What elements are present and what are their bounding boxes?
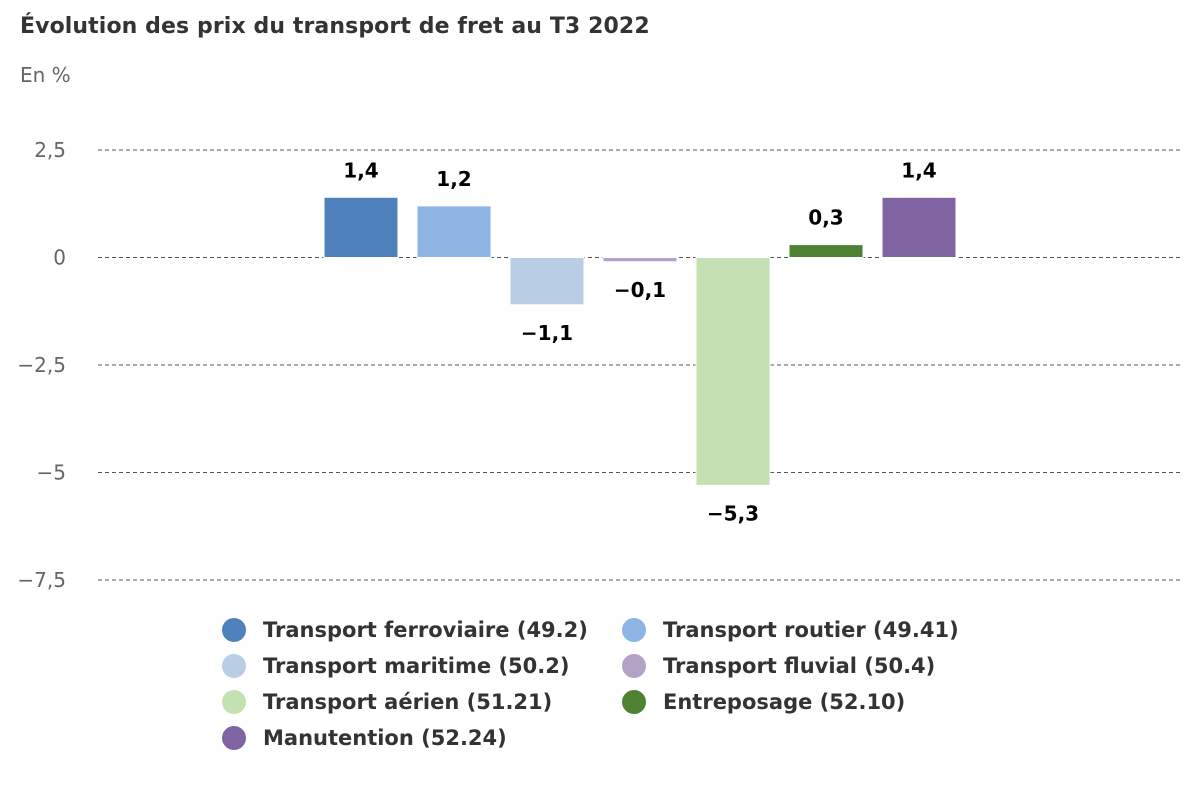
- bar[interactable]: [881, 196, 957, 259]
- legend-item[interactable]: Manutention (52.24): [222, 724, 622, 752]
- data-label: −1,1: [521, 321, 573, 345]
- legend-item[interactable]: Entreposage (52.10): [622, 688, 1022, 716]
- data-label: 1,4: [901, 158, 936, 182]
- y-tick-label: 2,5: [34, 138, 66, 162]
- bar[interactable]: [695, 257, 771, 486]
- legend-label: Entreposage (52.10): [663, 690, 906, 714]
- legend-label: Manutention (52.24): [263, 726, 507, 750]
- legend-label: Transport aérien (51.21): [263, 690, 553, 714]
- legend-label: Transport routier (49.41): [663, 618, 959, 642]
- data-label: 0,3: [808, 206, 843, 230]
- legend-swatch-icon: [622, 690, 646, 714]
- bar[interactable]: [602, 257, 678, 263]
- data-label: −5,3: [707, 501, 759, 525]
- data-label: 1,2: [436, 167, 471, 191]
- legend-item[interactable]: Transport ferroviaire (49.2): [222, 616, 622, 644]
- y-tick-label: −2,5: [17, 353, 66, 377]
- legend-item[interactable]: Transport aérien (51.21): [222, 688, 622, 716]
- y-axis-unit-label: En %: [20, 63, 71, 87]
- legend-swatch-icon: [222, 654, 246, 678]
- data-label: 1,4: [343, 158, 378, 182]
- legend-label: Transport maritime (50.2): [263, 654, 570, 678]
- bar-chart: 2,5 0 −2,5 −5 −7,5 1,4 1,2 −1,1 −0,1 −5,3 0,3 1,4: [17, 138, 1180, 592]
- y-tick-label: 0: [53, 246, 66, 270]
- y-tick-label: −5: [37, 461, 66, 485]
- y-tick-label: −7,5: [17, 568, 66, 592]
- chart-title: Évolution des prix du transport de fret …: [20, 14, 650, 39]
- legend-item[interactable]: Transport fluvial (50.4): [622, 652, 1022, 680]
- bar[interactable]: [788, 244, 864, 259]
- legend-swatch-icon: [622, 654, 646, 678]
- data-label: −0,1: [614, 278, 666, 302]
- legend-swatch-icon: [622, 618, 646, 642]
- legend-swatch-icon: [222, 618, 246, 642]
- legend-swatch-icon: [222, 690, 246, 714]
- legend-item[interactable]: Transport routier (49.41): [622, 616, 1022, 644]
- legend-label: Transport fluvial (50.4): [663, 654, 936, 678]
- legend-swatch-icon: [222, 726, 246, 750]
- legend-label: Transport ferroviaire (49.2): [263, 618, 588, 642]
- bar[interactable]: [323, 196, 399, 259]
- chart-legend: Transport ferroviaire (49.2) Transport ro…: [222, 616, 1022, 752]
- legend-item[interactable]: Transport maritime (50.2): [222, 652, 622, 680]
- bar[interactable]: [416, 205, 492, 258]
- bar[interactable]: [509, 257, 585, 306]
